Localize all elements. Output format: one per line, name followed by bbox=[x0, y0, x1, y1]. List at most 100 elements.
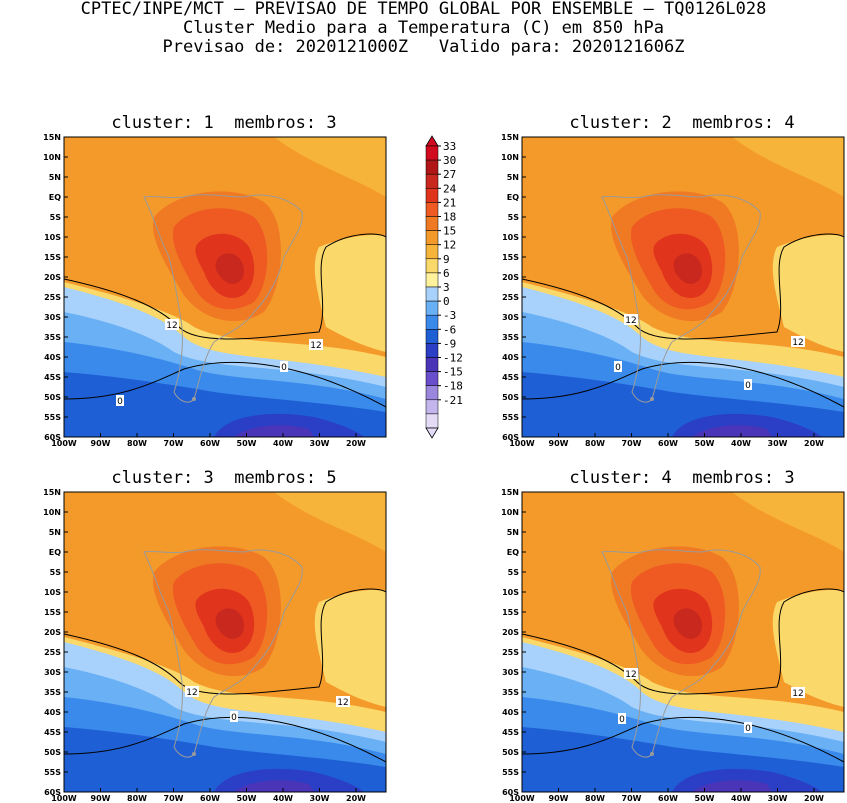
lon-tick-label: 40W bbox=[731, 439, 751, 448]
colorbar-label: 18 bbox=[443, 211, 456, 224]
lat-tick-label: 25S bbox=[502, 648, 519, 657]
colorbar-label: -12 bbox=[443, 352, 463, 365]
lat-tick-label: 5N bbox=[507, 528, 519, 537]
colorbar-swatch bbox=[425, 343, 439, 358]
lat-tick-label: 50S bbox=[502, 748, 519, 757]
colorbar-label: 15 bbox=[443, 225, 456, 238]
lat-tick-label: 60S bbox=[44, 433, 61, 442]
map-panel-4: 15N 10N 5N EQ 5S 10S 15S 20S 25S 30S 35S 40S 45S 50S 5… bbox=[501, 488, 845, 803]
lat-tick-label: 30S bbox=[502, 313, 519, 322]
colorbar-label: 9 bbox=[443, 253, 450, 266]
lat-tick-label: 55S bbox=[44, 413, 61, 422]
colorbar-swatch bbox=[425, 258, 439, 274]
map-frame bbox=[63, 136, 387, 438]
lon-tick-label: 50W bbox=[237, 439, 257, 448]
contour-label-0: 0 bbox=[117, 397, 123, 407]
contour-label-12: 12 bbox=[625, 670, 636, 680]
map-panel-2: 15N 10N 5N EQ 5S 10S 15S 20S 25S 30S 35S 40S 45S 50S 5… bbox=[501, 133, 845, 448]
colorbar-swatch bbox=[425, 188, 439, 203]
colorbar-swatch bbox=[425, 385, 439, 401]
lat-tick-label: 45S bbox=[502, 728, 519, 737]
map-frame bbox=[521, 136, 845, 438]
lat-tick-label: 30S bbox=[502, 668, 519, 677]
colorbar-label: 21 bbox=[443, 196, 456, 209]
lat-tick-label: 40S bbox=[502, 708, 519, 717]
colorbar-label: 12 bbox=[443, 239, 456, 252]
lat-tick-label: 15S bbox=[502, 253, 519, 262]
map-panel-1: 15N 10N 5N EQ 5S 10S 15S 20S 25S 30S 35S 40S 45S 50S 5… bbox=[43, 133, 387, 448]
colorbar-label: -9 bbox=[443, 337, 456, 350]
lat-tick-label: 15N bbox=[501, 488, 519, 497]
lat-tick-label: 45S bbox=[44, 728, 61, 737]
colorbar-top-arrow bbox=[425, 135, 439, 147]
lon-tick-label: 80W bbox=[127, 439, 147, 448]
lat-tick-label: 5N bbox=[49, 173, 61, 182]
lon-tick-label: 60W bbox=[200, 439, 220, 448]
lat-tick-label: 45S bbox=[502, 373, 519, 382]
lat-tick-label: 10S bbox=[502, 233, 519, 242]
lat-tick-label: 40S bbox=[44, 708, 61, 717]
colorbar-swatch bbox=[425, 159, 439, 175]
colorbar-swatch bbox=[425, 329, 439, 344]
panel-title-1: cluster: 1 membros: 3 bbox=[111, 113, 337, 133]
lat-tick-label: EQ bbox=[507, 548, 519, 557]
colorbar-label: -6 bbox=[443, 323, 456, 336]
lat-tick-label: 35S bbox=[502, 333, 519, 342]
lat-tick-label: 15S bbox=[502, 608, 519, 617]
colorbar-swatch bbox=[425, 286, 439, 302]
colorbar-swatch bbox=[425, 371, 439, 386]
lat-tick-label: 15S bbox=[44, 253, 61, 262]
colorbar-swatch bbox=[425, 145, 439, 161]
panel-title-2: cluster: 2 membros: 4 bbox=[569, 113, 795, 133]
lat-tick-label: 15N bbox=[501, 133, 519, 142]
contour-label-0: 0 bbox=[615, 363, 621, 373]
panel-title-3: cluster: 3 membros: 5 bbox=[111, 468, 337, 488]
subtitle-variable: Cluster Medio para a Temperatura (C) em … bbox=[182, 18, 665, 38]
contour-label-0: 0 bbox=[231, 713, 237, 723]
colorbar-swatch bbox=[425, 202, 439, 217]
colorbar-label: -21 bbox=[443, 394, 463, 407]
colorbar-label: 24 bbox=[443, 182, 457, 195]
colorbar-swatch bbox=[425, 413, 439, 429]
lat-tick-label: EQ bbox=[507, 193, 519, 202]
lat-tick-label: 10N bbox=[501, 153, 519, 162]
colorbar-swatch bbox=[425, 244, 439, 260]
lat-tick-label: 45S bbox=[44, 373, 61, 382]
lat-tick-label: 5S bbox=[50, 213, 62, 222]
lat-tick-label: 25S bbox=[502, 293, 519, 302]
lat-tick-label: 55S bbox=[502, 413, 519, 422]
lat-tick-label: 20S bbox=[502, 273, 519, 282]
lat-tick-label: 55S bbox=[502, 768, 519, 777]
lon-tick-label: 70W bbox=[622, 439, 642, 448]
lat-tick-label: 35S bbox=[44, 333, 61, 342]
colorbar-label: 0 bbox=[443, 295, 450, 308]
lon-tick-label: 100W bbox=[51, 439, 77, 448]
lat-tick-label: 50S bbox=[44, 393, 61, 402]
lat-tick-label: 10N bbox=[43, 508, 61, 517]
lat-tick-label: 25S bbox=[44, 293, 61, 302]
lat-tick-label: 5S bbox=[50, 568, 62, 577]
colorbar-label: 27 bbox=[443, 168, 456, 181]
lat-tick-label: 25S bbox=[44, 648, 61, 657]
lat-tick-label: EQ bbox=[49, 193, 61, 202]
lat-tick-label: 40S bbox=[44, 353, 61, 362]
contour-label-12: 12 bbox=[186, 688, 197, 698]
lat-tick-label: 50S bbox=[44, 748, 61, 757]
lat-tick-label: 30S bbox=[44, 313, 61, 322]
lat-tick-label: EQ bbox=[49, 548, 61, 557]
lat-tick-label: 10S bbox=[44, 233, 61, 242]
colorbar-label: 3 bbox=[443, 281, 450, 294]
lat-tick-label: 40S bbox=[502, 353, 519, 362]
lat-tick-label: 60S bbox=[44, 788, 61, 797]
lon-tick-label: 60W bbox=[200, 794, 220, 803]
lon-tick-label: 70W bbox=[164, 439, 184, 448]
colorbar-swatch bbox=[425, 173, 439, 189]
lat-tick-label: 50S bbox=[502, 393, 519, 402]
subtitle-dates: Previsao de: 2020121000Z Valido para: 20… bbox=[162, 37, 685, 57]
lon-tick-label: 100W bbox=[509, 794, 535, 803]
lat-tick-label: 20S bbox=[502, 628, 519, 637]
lat-tick-label: 5S bbox=[508, 213, 520, 222]
lon-tick-label: 80W bbox=[585, 794, 605, 803]
